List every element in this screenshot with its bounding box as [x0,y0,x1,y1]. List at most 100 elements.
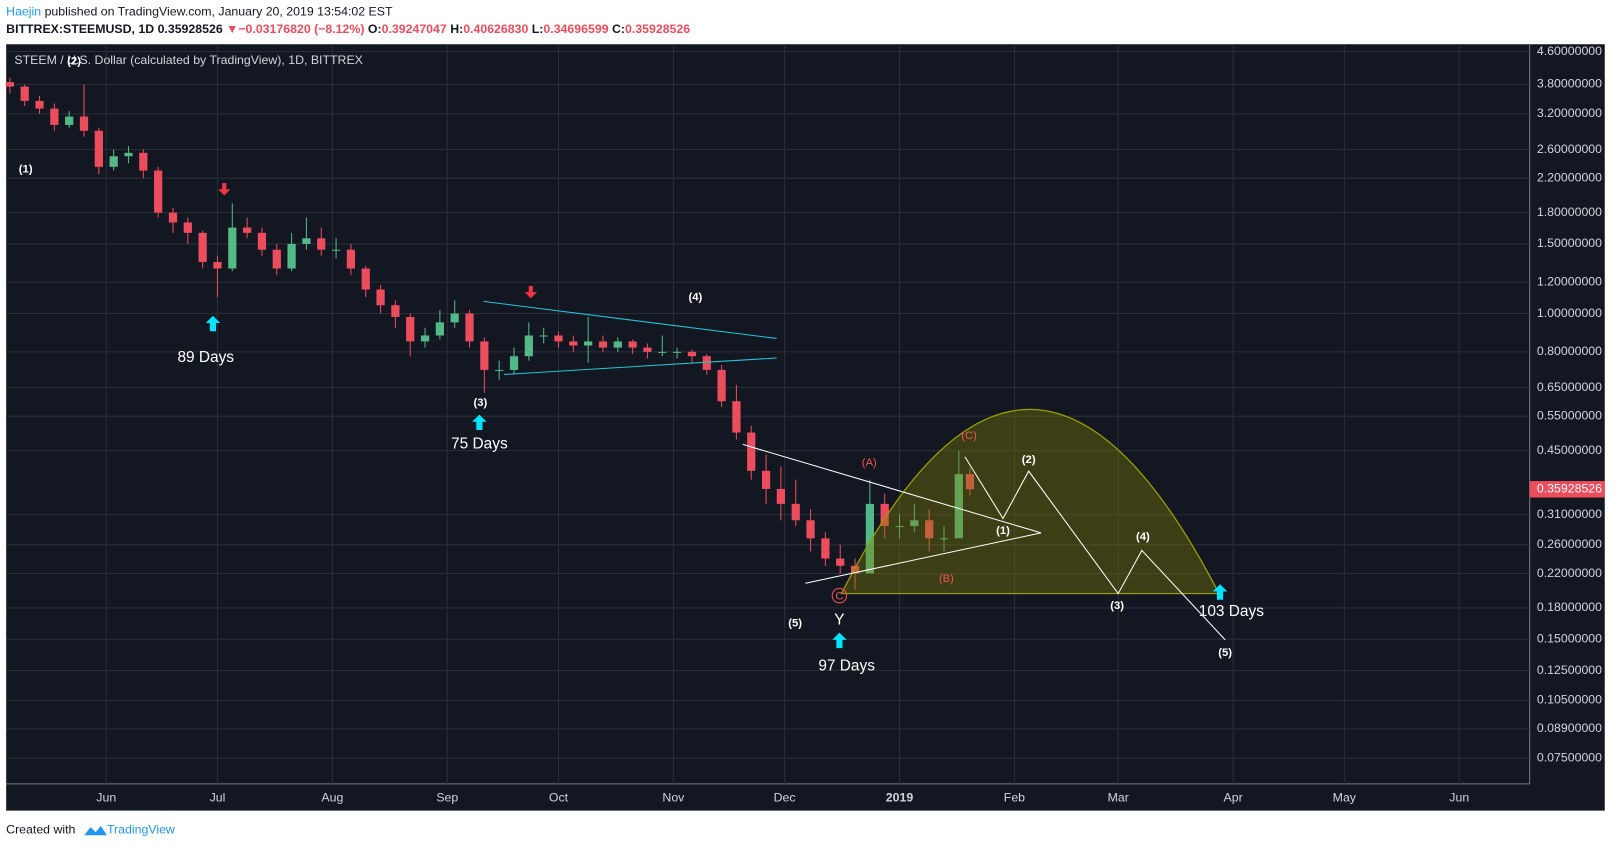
wave-label: (2) [67,56,81,68]
symbol-line: BITTREX:STEEMUSD, 1D 0.35928526 ▼−0.0317… [6,22,690,36]
trend-line [805,532,1042,584]
candle-body [806,520,815,539]
change: −0.03176820 (−8.12%) [238,22,364,36]
candle-body [613,341,622,348]
candle-body [554,335,563,342]
wave-label: (B) [939,573,954,585]
candle-body [420,335,430,342]
x-tick-label: Dec [774,791,796,805]
down-arrow [524,285,537,299]
y-tick-label: 0.15000000 [1537,632,1602,646]
price: 0.35928526 [158,22,223,36]
candle-body [198,232,207,263]
o-label: O: [368,22,382,36]
candle-body [79,116,89,131]
candle-body [361,268,370,290]
candle-body [465,313,474,342]
candle-body [109,156,118,167]
y-tick-label: 4.60000000 [1537,44,1602,58]
page: Haejin published on TradingView.com, Jan… [5,5,1605,836]
y-tick-label: 1.50000000 [1537,236,1602,250]
candle-body [124,152,133,157]
candle-body [702,356,711,370]
l-label: L: [532,22,544,36]
candle-body [257,232,267,250]
x-tick-label: Oct [549,791,569,805]
candle-body [880,503,889,527]
y-tick-label: 0.31000000 [1537,507,1602,521]
x-tick-label: Jun [1449,791,1469,805]
c: 0.35928526 [625,22,690,36]
candle-body [776,488,786,504]
wave-label: (2) [1022,454,1036,466]
x-tick-label: Aug [321,791,343,805]
down-arrow [218,183,231,196]
candle-body [35,100,44,109]
x-tick-label: May [1333,791,1357,805]
wave-label: (3) [473,397,487,409]
wave-label: Y [834,611,844,628]
candle-body [391,305,400,318]
up-arrow [832,632,847,649]
candle-body [435,322,444,336]
cycle-label: 89 Days [177,349,234,366]
candle-body [20,86,29,101]
last-price-box [1529,481,1605,498]
candle-body [687,351,697,357]
wave-label: (5) [788,617,802,629]
y-tick-label: 0.45000000 [1537,443,1602,457]
y-tick-label: 0.08900000 [1537,721,1602,735]
candle-body [65,116,74,125]
candle-body [895,526,904,528]
candle-body [672,351,682,353]
y-tick-label: 1.00000000 [1537,306,1602,320]
candle-body [450,313,459,323]
candle-body [643,347,652,352]
wave-label: (1) [996,525,1010,537]
candle-body [965,474,975,490]
candle-body [495,369,504,371]
chart-title: STEEM / U.S. Dollar (calculated by Tradi… [14,53,363,67]
wave-label: (4) [1136,531,1150,543]
trend-line [504,357,777,375]
candle-body [954,474,963,539]
candle-body [331,249,341,251]
candle-body [154,170,163,213]
y-tick-label: 2.20000000 [1537,170,1602,184]
candle-body [139,152,148,171]
header-line: Haejin published on TradingView.com, Jan… [6,5,393,19]
candle-body [5,82,14,87]
author[interactable]: Haejin [6,5,41,19]
x-tick-label: 2019 [886,791,914,805]
candle-body [658,351,667,353]
cycle-label: 97 Days [818,658,875,675]
y-tick-label: 3.80000000 [1537,77,1602,91]
candle-body [939,538,949,540]
x-tick-label: Jun [96,791,116,805]
up-arrow [1212,584,1228,600]
wave-label: (5) [1218,647,1232,659]
h: 0.40626830 [463,22,528,36]
candle-body [850,565,860,574]
candle-body [317,238,326,250]
candle-body [302,238,311,244]
candle-body [584,341,593,346]
wave-path [964,456,1226,641]
candle-body [628,341,637,348]
candle-body [836,558,845,566]
candle-body [732,401,741,433]
candle-body [747,432,756,471]
candle-body [94,130,103,167]
footer-brand[interactable]: TradingView [107,822,175,836]
candle-body [865,503,874,574]
candle-body [821,538,830,559]
candle-body [168,212,178,223]
footer-text: Created with [6,822,75,836]
wave-label: (C) [961,430,977,442]
wave-label: (1) [19,164,33,176]
grid [6,44,1530,784]
l: 0.34696599 [543,22,608,36]
candle-body [910,520,919,527]
y-tick-label: 1.80000000 [1537,205,1602,219]
